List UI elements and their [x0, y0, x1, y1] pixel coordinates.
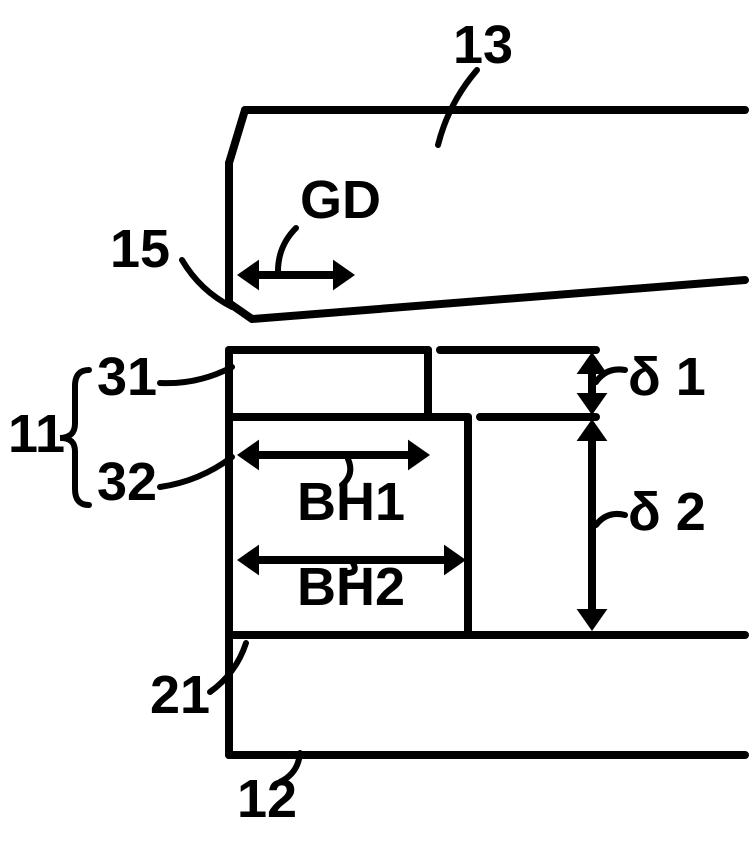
label-part31: 31 — [97, 347, 157, 407]
line-top_slope_l — [229, 110, 245, 163]
leader-l31 — [160, 367, 232, 383]
labels: 13 15 31 32 11 21 12 GD BH1 BH2 δ 1 δ 2 — [8, 15, 706, 829]
label-BH2: BH2 — [297, 557, 405, 617]
dim-d1 — [577, 352, 608, 415]
label-GD: GD — [300, 170, 381, 230]
label-part21: 21 — [150, 665, 210, 725]
label-part32: 32 — [97, 452, 157, 512]
leader-ld2 — [596, 514, 625, 525]
label-BH1: BH1 — [297, 472, 405, 532]
label-delta1: δ 1 — [628, 347, 706, 407]
leader-lGD — [278, 228, 296, 272]
dim-GD — [237, 260, 355, 291]
label-part13: 13 — [453, 15, 513, 75]
leader-l32 — [160, 457, 232, 487]
label-part11: 11 — [8, 404, 65, 464]
dim-BH1 — [237, 440, 430, 471]
label-part12: 12 — [237, 769, 297, 829]
line-lower_slope — [252, 280, 745, 319]
dim-d2 — [577, 419, 608, 631]
leader-l15 — [182, 260, 232, 307]
label-delta2: δ 2 — [628, 482, 706, 542]
label-part15: 15 — [110, 219, 170, 279]
